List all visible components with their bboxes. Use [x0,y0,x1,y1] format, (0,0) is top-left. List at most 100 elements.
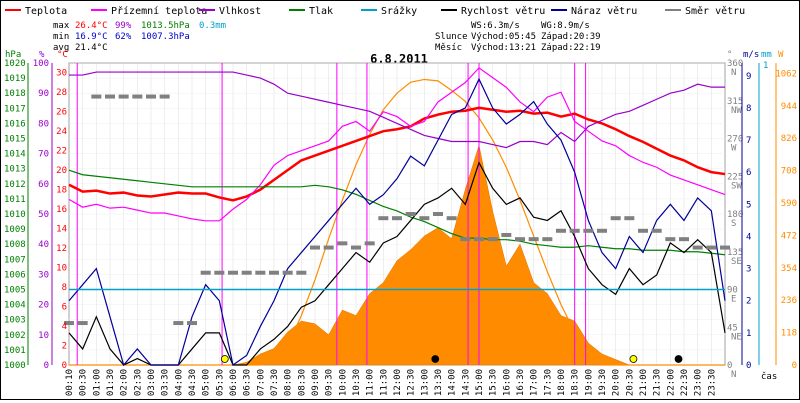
pressure-tick-label: 1004 [4,301,26,311]
time-tick-label: 00:10 [65,369,75,396]
time-tick-label: 12:30 [407,369,417,396]
stats-press-min: 1007.3hPa [141,32,190,42]
solar-tick-label: 472 [781,231,797,241]
solar-tick-label: 826 [781,134,797,144]
legend-srazky: Srážky [381,5,417,17]
time-tick-label: 13:30 [434,369,444,396]
sunset-marker [629,355,638,363]
temperature-tick-label: 6 [62,303,67,313]
wind-tick-label: 3 [746,265,751,275]
direction-tick-label: 180 [727,210,743,220]
time-tick-label: 20:00 [612,369,622,396]
unit-pressure: hPa [5,50,21,60]
time-tick-label: 00:30 [79,369,89,396]
series-teplota [68,106,726,202]
wind-direction-mark [597,228,607,233]
direction-compass-label: SE [731,257,742,267]
stats-rain: 0.3mm [199,21,226,31]
unit-solar: W [778,50,784,60]
info-slunce-vychod: Východ:05:45 [471,32,536,42]
legend-vlhkost: Vlhkost [219,6,261,17]
wind-direction-mark [528,237,539,242]
wind-direction-mark [665,237,676,242]
time-tick-label: 09:00 [311,369,321,396]
time-tick-label: 07:30 [270,369,280,396]
legend-tlak: Tlak [309,6,333,17]
pressure-tick-label: 1007 [4,255,26,265]
temperature-tick-label: 26 [56,108,67,118]
wind-direction-mark [255,270,266,275]
temperature-tick-label: 14 [56,225,67,235]
wind-direction-mark [487,237,498,242]
solar-tick-label: 944 [781,102,797,112]
pressure-tick-label: 1011 [4,195,26,205]
wind-direction-mark [323,245,334,250]
direction-compass-label: N [731,370,736,380]
time-tick-label: 22:00 [666,369,676,396]
direction-tick-label: 360 [727,59,743,69]
wind-direction-mark [310,245,320,250]
time-tick-label: 16:30 [516,369,526,396]
unit-direction: ° [727,50,732,60]
time-tick-label: 09:30 [325,369,335,396]
pressure-tick-label: 1003 [4,316,26,326]
stats-hum-max: 99% [115,21,132,31]
pressure-tick-label: 1002 [4,331,26,341]
temperature-tick-label: 2 [62,342,67,352]
moonrise-marker [431,355,440,363]
time-tick-label: 23:30 [707,369,717,396]
info-slunce: Slunce [435,32,468,42]
humidity-tick-label: 90 [38,89,49,99]
wind-direction-mark [132,94,143,99]
info-ws: WS:6.3m/s [471,21,520,31]
temperature-tick-label: 20 [56,166,67,176]
wind-direction-mark [200,270,211,275]
temperature-tick-label: 22 [56,147,67,157]
stats-temp-max: 26.4°C [75,21,108,31]
time-tick-label: 13:00 [420,369,430,396]
legend-prizemni-teplota: Přízemní teplota [111,5,207,17]
pressure-tick-label: 1020 [4,59,26,69]
direction-tick-label: 315 [727,97,743,107]
time-tick-label: 19:30 [598,369,608,396]
unit-time: čas [761,371,777,382]
pressure-tick-label: 1018 [4,89,26,99]
wind-direction-mark [419,216,430,221]
humidity-tick-label: 60 [38,180,49,190]
stats-press-max: 1013.5hPa [141,21,190,31]
wind-tick-label: 8 [746,104,751,114]
humidity-tick-label: 40 [38,240,49,250]
temperature-tick-label: 10 [56,264,67,274]
pressure-tick-label: 1006 [4,270,26,280]
pressure-tick-label: 1013 [4,165,26,175]
unit-wind: m/s [743,50,759,60]
stats-hum-min: 62% [115,32,132,42]
legend: Teplota Přízemní teplota Vlhkost Tlak Sr… [5,5,745,17]
axis-ticks: 1000100110021003100410051006100710081009… [4,59,797,396]
wind-direction-mark [77,321,88,326]
temperature-tick-label: 24 [56,127,67,137]
pressure-tick-label: 1017 [4,104,26,114]
temperature-tick-label: 16 [56,205,67,215]
wind-tick-label: 4 [746,232,751,242]
time-tick-label: 18:00 [557,369,567,396]
wind-direction-mark [105,94,115,99]
series-tlak [68,169,726,256]
pressure-tick-label: 1016 [4,119,26,129]
legend-rychlost-vetru: Rychlost větru [461,5,545,17]
sunrise-marker [220,355,229,363]
wind-direction-mark [624,216,635,221]
time-tick-label: 06:00 [229,369,239,396]
direction-tick-label: 45 [727,323,738,333]
time-tick-label: 15:30 [489,369,499,396]
wind-direction-mark [228,270,238,275]
temperature-tick-label: 12 [56,244,67,254]
time-tick-label: 23:00 [694,369,704,396]
humidity-tick-label: 20 [38,301,49,311]
solar-tick-label: 1062 [775,69,797,79]
time-tick-label: 17:00 [530,369,540,396]
wind-tick-label: 6 [746,168,751,178]
time-tick-label: 16:00 [502,369,512,396]
humidity-tick-label: 70 [38,150,49,160]
